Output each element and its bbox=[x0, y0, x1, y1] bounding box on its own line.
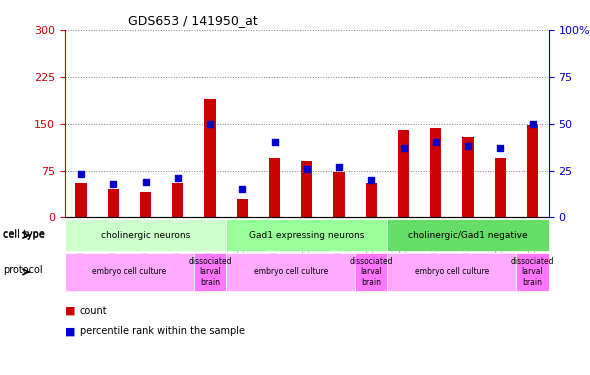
Text: protocol: protocol bbox=[3, 265, 42, 275]
Point bbox=[109, 181, 118, 187]
Point bbox=[270, 140, 279, 146]
Text: ■: ■ bbox=[65, 326, 79, 336]
Point bbox=[366, 177, 376, 183]
Text: cell type: cell type bbox=[3, 229, 45, 239]
Point bbox=[238, 186, 247, 192]
Point bbox=[205, 121, 215, 127]
Bar bbox=[269, 158, 280, 218]
Bar bbox=[237, 199, 248, 217]
Point bbox=[463, 143, 473, 149]
Bar bbox=[76, 183, 87, 218]
Bar bbox=[494, 158, 506, 218]
Bar bbox=[333, 172, 345, 217]
Point bbox=[496, 145, 505, 151]
Text: GDS653 / 141950_at: GDS653 / 141950_at bbox=[128, 15, 258, 27]
Point bbox=[431, 140, 441, 146]
Text: dissociated
larval
brain: dissociated larval brain bbox=[511, 257, 555, 287]
Text: dissociated
larval
brain: dissociated larval brain bbox=[349, 257, 393, 287]
Bar bbox=[204, 99, 216, 218]
Text: cell type: cell type bbox=[3, 230, 45, 240]
Bar bbox=[463, 138, 474, 218]
Text: count: count bbox=[80, 306, 107, 316]
Text: dissociated
larval
brain: dissociated larval brain bbox=[188, 257, 232, 287]
Point bbox=[141, 179, 150, 185]
Bar bbox=[527, 125, 538, 217]
Bar bbox=[430, 128, 441, 217]
Bar bbox=[398, 130, 409, 218]
Point bbox=[76, 171, 86, 177]
Bar bbox=[301, 161, 313, 218]
Text: Gad1 expressing neurons: Gad1 expressing neurons bbox=[249, 231, 365, 240]
Point bbox=[399, 145, 408, 151]
Text: ■: ■ bbox=[65, 306, 79, 316]
Text: cholinergic neurons: cholinergic neurons bbox=[101, 231, 190, 240]
Bar bbox=[107, 189, 119, 217]
Text: cholinergic/Gad1 negative: cholinergic/Gad1 negative bbox=[408, 231, 528, 240]
Text: embryo cell culture: embryo cell culture bbox=[415, 267, 489, 276]
Point bbox=[302, 166, 312, 172]
Text: embryo cell culture: embryo cell culture bbox=[92, 267, 166, 276]
Point bbox=[335, 164, 344, 170]
Text: embryo cell culture: embryo cell culture bbox=[254, 267, 328, 276]
Bar bbox=[366, 183, 377, 218]
Point bbox=[173, 175, 182, 181]
Text: percentile rank within the sample: percentile rank within the sample bbox=[80, 326, 245, 336]
Point bbox=[528, 121, 537, 127]
Bar bbox=[140, 192, 151, 217]
Bar bbox=[172, 183, 183, 218]
